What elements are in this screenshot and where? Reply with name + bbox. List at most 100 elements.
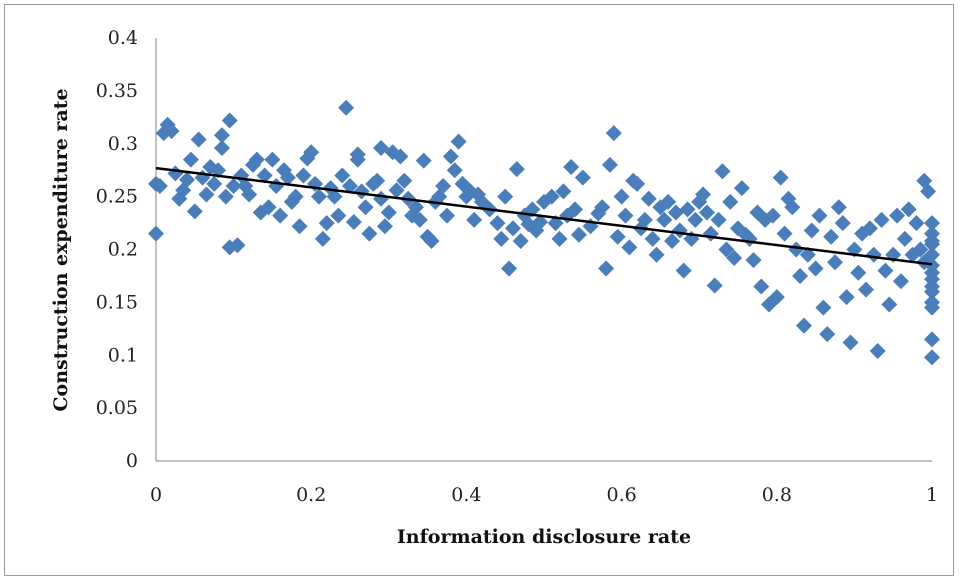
y-tick-label: 0.35 [96,80,138,102]
data-point [850,264,867,281]
data-point [563,159,580,176]
data-point [865,246,882,263]
data-point [392,148,409,165]
data-point [291,218,308,235]
data-point [497,188,514,205]
y-axis-title: Construction expenditure rate [50,88,72,411]
data-point [664,233,681,250]
data-point [151,178,168,195]
data-point [206,175,223,192]
trendline [155,166,933,266]
data-point [318,215,335,232]
y-tick-label: 0 [126,450,138,472]
data-point [369,172,386,189]
data-point [303,144,320,161]
data-point [924,264,940,281]
data-point [512,233,529,250]
data-point [702,225,719,242]
data-point [574,169,591,186]
data-point [376,218,393,235]
data-point [629,175,646,192]
data-point [504,220,521,237]
data-point [551,230,568,247]
data-point [869,343,886,360]
data-point [745,252,762,269]
data-point [450,133,467,150]
data-point [877,262,894,279]
data-point [353,183,370,200]
data-point [819,326,836,343]
data-point [714,163,731,180]
data-point [182,151,199,168]
data-point [330,207,347,224]
data-point [279,169,296,186]
x-tick-label: 0.4 [451,484,481,506]
data-point [598,260,615,277]
data-point [892,273,909,290]
data-point [776,225,793,242]
data-point [792,267,809,284]
data-point [924,278,940,295]
data-point [349,151,366,168]
data-point [772,169,789,186]
data-point [861,220,878,237]
data-point [373,190,390,207]
data-point [726,249,743,266]
data-point [660,193,677,210]
data-point [489,215,506,232]
scatter-points [148,99,940,366]
data-point [272,207,289,224]
data-point [858,281,875,298]
data-point [896,230,913,247]
data-point [310,188,327,205]
x-tick-labels: 0 0.2 0.4 0.6 0.8 1 [150,484,938,506]
data-point [908,215,925,232]
data-point [179,171,196,188]
data-point [567,201,584,218]
data-point [380,204,397,221]
data-point [411,211,428,228]
data-point [295,167,312,184]
data-point [217,188,234,205]
data-point [640,190,657,207]
data-point [706,277,723,294]
x-tick-label: 0.6 [606,484,636,506]
data-point [361,225,378,242]
y-tick-label: 0.2 [108,239,138,261]
data-point [924,294,940,311]
data-point [466,211,483,228]
data-point [768,289,785,306]
y-tick-label: 0.3 [108,133,138,155]
x-tick-label: 0 [150,484,162,506]
data-point [924,215,940,232]
data-point [314,230,331,247]
chart-frame [4,4,954,576]
x-tick-label: 0.2 [296,484,326,506]
y-tick-label: 0.1 [108,344,138,366]
data-point [570,226,587,243]
data-point [834,215,851,232]
data-point [613,188,630,205]
data-point [811,207,828,224]
data-point [190,131,207,148]
data-point [621,239,638,256]
data-point [357,199,374,216]
data-point [594,199,611,216]
data-point [667,204,684,221]
data-point [924,246,940,263]
data-point [213,127,230,144]
data-point [803,222,820,239]
data-point [753,278,770,295]
data-point [687,211,704,228]
x-tick-label: 0.8 [762,484,792,506]
data-point [815,299,832,316]
data-point [423,233,440,250]
data-point [873,211,890,228]
data-point [722,193,739,210]
x-axis-title: Information disclosure rate [397,526,691,548]
data-point [698,204,715,221]
data-point [609,228,626,245]
data-point [838,289,855,306]
data-point [338,99,355,116]
